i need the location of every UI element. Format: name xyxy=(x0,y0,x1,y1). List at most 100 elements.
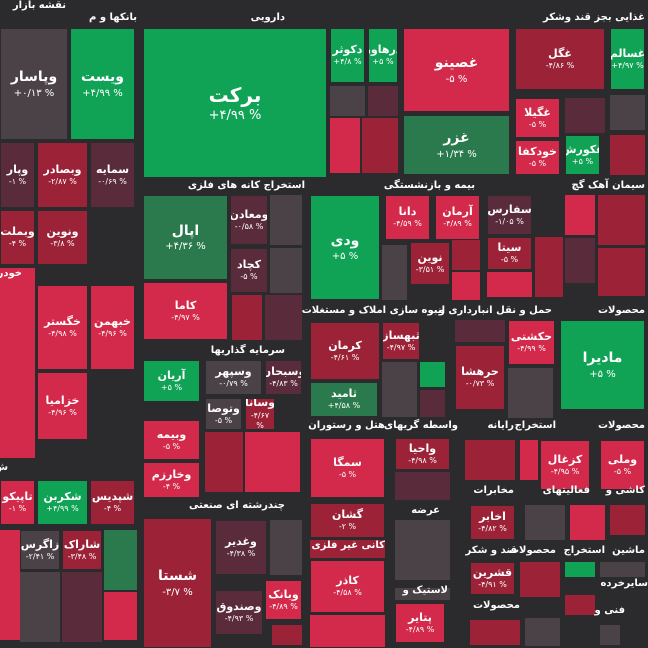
tile-name: درهاور xyxy=(369,43,397,57)
cell xyxy=(104,530,137,590)
tile-change: -۰/۵۸ % xyxy=(234,221,264,231)
cell xyxy=(520,440,538,480)
tile-change: -۴ % xyxy=(103,504,122,514)
sector-title: خودر xyxy=(0,268,22,279)
sector-title: فعالیتهای xyxy=(542,485,590,496)
tile-name: وبیمه xyxy=(156,427,187,441)
cell xyxy=(525,618,560,646)
tile-name: شپدیس xyxy=(91,490,134,504)
tile: وسانا -۴/۶۷ % xyxy=(245,398,275,430)
tile-name: پتایر xyxy=(408,610,432,624)
sector-title: استخراج کانه های فلزی xyxy=(187,180,305,191)
cell xyxy=(382,245,407,300)
sector-title: استخراج xyxy=(514,420,556,431)
cell xyxy=(598,195,645,245)
tile-change: -۴/۹۳ % xyxy=(224,614,254,624)
cell xyxy=(330,118,360,173)
tile: خگستر -۴/۹۸ % xyxy=(37,285,88,370)
tile-name: وسپهر xyxy=(215,365,252,379)
tile-name: سمگا xyxy=(333,455,362,469)
cell xyxy=(508,368,553,418)
tile-name: شکربن xyxy=(43,490,82,504)
tile-change: +۵ % xyxy=(331,251,359,263)
tile-name: خبهمن xyxy=(94,315,131,329)
tile-name: وسانا xyxy=(245,398,275,410)
tile: وپار -۱ % xyxy=(0,142,35,208)
sector-title: انبوه سازی املاک و مستغلات xyxy=(301,305,445,316)
tile: وسپهر -۰/۷۹ % xyxy=(205,360,262,395)
cell xyxy=(62,572,102,642)
tile: وبیمه -۵ % xyxy=(143,420,200,460)
tile: آرمان -۴/۸۹ % xyxy=(435,195,480,240)
tile: غکورش+۵ % xyxy=(565,135,600,175)
tile-name: گشان xyxy=(331,508,364,522)
cell xyxy=(272,625,302,645)
cell xyxy=(570,505,605,540)
tile-change: -۴/۹۱ % xyxy=(478,580,507,590)
tile: شکربن +۴/۹۹ % xyxy=(37,480,88,525)
tile: زاگرس -۲/۴۱ % xyxy=(20,530,60,570)
cell xyxy=(368,86,398,116)
tile-change: +۴/۹۹ % xyxy=(82,87,123,99)
tile-change: +۵ % xyxy=(160,382,183,392)
page-title: نقشه بازار xyxy=(12,0,66,11)
sector-title: عرضه xyxy=(411,505,440,516)
tile: آریان +۵ % xyxy=(143,360,200,402)
tile: حرهشا -۰/۷۳ % xyxy=(455,345,505,410)
sector-title: دارویی xyxy=(250,12,285,23)
tile-change: -۴/۹۸ % xyxy=(408,455,437,465)
cell xyxy=(520,562,560,597)
tile: وملی -۵ % xyxy=(600,440,645,490)
tile: پتایر -۴/۸۹ % xyxy=(395,603,445,643)
tile-name: خگستر xyxy=(44,315,81,329)
tile-name: حرهشا xyxy=(461,365,499,379)
tile-change: -۲ % xyxy=(338,522,357,532)
sector-title: کانی غیر فلزی xyxy=(311,540,385,551)
tile: غزر +۱/۳۴ % xyxy=(403,115,510,175)
tile-name: وبملت xyxy=(0,225,35,239)
cell xyxy=(382,362,417,417)
tile-change: -۰/۷۳ % xyxy=(465,379,495,389)
cell xyxy=(270,195,302,245)
tile: غگیلا -۵ % xyxy=(515,98,560,138)
sector-title: قند و شکر xyxy=(465,545,517,556)
sector-title: حمل و نقل انبارداری و xyxy=(438,305,552,316)
tile: سمایه -۰/۶۹ % xyxy=(90,142,135,208)
tile-change: -۴/۳۸ % xyxy=(226,549,256,559)
tile-change: -۴/۸۲ % xyxy=(478,524,507,534)
tile-name: دکوثر xyxy=(332,43,363,57)
tile-name: آریان xyxy=(157,368,186,382)
sector-title: سایر xyxy=(624,578,648,589)
tile-change: -۵ % xyxy=(613,466,632,476)
tile-change: -۴/۸۹ % xyxy=(269,601,298,611)
tile-name: وبصادر xyxy=(43,162,82,176)
tile: وبملت -۴ % xyxy=(0,210,35,265)
cell xyxy=(600,625,620,645)
cell xyxy=(395,520,450,580)
cell xyxy=(310,540,385,558)
tile: ثبهساز -۴/۹۷ % xyxy=(382,322,420,360)
cell xyxy=(452,240,480,270)
tile: غگل -۴/۸۶ % xyxy=(515,28,605,90)
tile-change: -۱ % xyxy=(8,504,27,514)
cell xyxy=(310,615,385,647)
sector-title: واسطه گریهای xyxy=(383,420,458,431)
sector-title: هتل و رستوران xyxy=(308,420,385,431)
cell xyxy=(610,505,645,535)
tile-change: -۳/۵۱ % xyxy=(415,265,445,275)
cell xyxy=(104,592,137,640)
tile-change: -۰/۷۹ % xyxy=(219,379,248,389)
tile-name: وپار xyxy=(6,162,29,176)
tile-change: -۴/۹۵ % xyxy=(550,466,580,476)
tile: وخارزم -۴ % xyxy=(143,462,200,498)
tile: واحیا -۴/۹۸ % xyxy=(395,438,450,470)
tile-change: +۴/۹۹ % xyxy=(208,107,262,123)
tile: خبهمن -۴/۹۶ % xyxy=(90,285,135,370)
tile-name: تاپیکو xyxy=(2,490,33,504)
tile-name: غکورش xyxy=(566,142,599,156)
tile-name: ثبهساز xyxy=(382,328,420,342)
tile-name: زاگرس xyxy=(20,537,60,551)
tile: خزامیا -۴/۹۶ % xyxy=(37,372,88,440)
cell xyxy=(565,195,595,235)
